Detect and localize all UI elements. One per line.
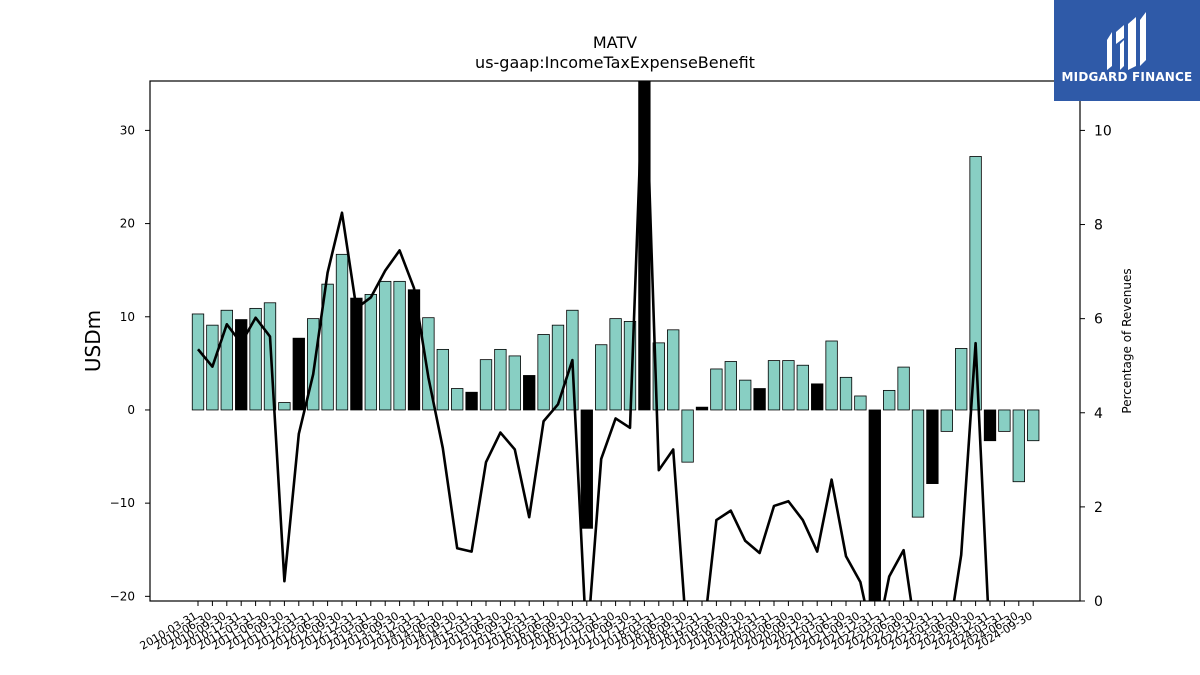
revenue-pct-line	[196, 81, 990, 601]
bar-2022-12-31	[926, 409, 939, 484]
y2-tick-label: 2	[1094, 500, 1103, 516]
bar-2012-06-30	[321, 283, 334, 411]
bar-2010-09-30	[220, 309, 233, 411]
bar-2011-12-31	[292, 337, 305, 411]
bar-2021-06-30	[839, 376, 853, 411]
bar-2023-03-31	[940, 409, 953, 432]
bar-2011-03-31	[249, 307, 262, 411]
y-tick-label: 0	[127, 403, 135, 417]
bar-2022-06-30	[897, 366, 910, 411]
bar-2018-06-30	[667, 329, 680, 411]
bar-2014-12-31	[465, 391, 478, 411]
bar-2018-09-30	[681, 409, 694, 463]
bar-2022-09-30	[911, 409, 925, 518]
bar-2020-03-31	[767, 360, 781, 411]
chart-subtitle: us-gaap:IncomeTaxExpenseBenefit	[475, 53, 755, 72]
bar-2024-03-31	[998, 409, 1011, 432]
bar-2019-06-30	[724, 361, 737, 411]
bar-2016-03-31	[537, 334, 550, 411]
bar-2023-12-31	[983, 409, 997, 442]
bar-2021-12-31	[868, 409, 881, 601]
bar-2020-06-30	[782, 360, 795, 411]
bar-2018-03-31	[652, 342, 665, 411]
bar-2013-03-31	[364, 294, 377, 411]
bar-2010-03-31	[191, 313, 205, 411]
bar-2024-09-30	[1027, 409, 1040, 442]
y2-tick-label: 6	[1094, 312, 1103, 328]
bar-2012-12-31	[350, 297, 363, 411]
logo-text: MIDGARD FINANCE	[1061, 70, 1193, 84]
bar-2015-06-30	[494, 348, 507, 411]
chart-title: MATV	[592, 33, 638, 52]
bar-2017-06-30	[609, 318, 622, 411]
bar-2023-09-30	[969, 156, 982, 411]
bar-2023-06-30	[955, 348, 968, 411]
y-tick-label: −10	[110, 496, 135, 510]
y-tick-label: 10	[120, 310, 135, 324]
bar-2013-06-30	[379, 280, 392, 411]
bar-2020-09-30	[796, 364, 809, 411]
bar-2019-09-30	[739, 379, 752, 411]
midgard-finance-logo: MIDGARD FINANCE	[1054, 0, 1200, 101]
midgard-logo-icon	[1107, 12, 1146, 70]
bar-2014-03-31	[422, 317, 435, 411]
bar-2012-03-31	[307, 318, 320, 411]
bar-2013-09-30	[393, 280, 406, 411]
y2-axis-label: Percentage of Revenues	[1120, 268, 1134, 413]
bar-2020-12-31	[811, 383, 824, 411]
bar-2015-12-31	[523, 375, 536, 411]
y-axis-label: USDm	[81, 310, 105, 372]
bar-2010-12-31	[235, 319, 248, 411]
bar-2021-09-30	[854, 395, 867, 411]
y2-tick-label: 10	[1094, 123, 1112, 139]
bar-2011-09-30	[278, 402, 291, 411]
bar-2019-03-31	[710, 368, 723, 411]
y2-tick-label: 8	[1094, 218, 1103, 234]
y-tick-label: 30	[120, 123, 135, 137]
bar-2016-06-30	[551, 324, 565, 411]
bar-2017-03-31	[595, 344, 608, 411]
bar-2014-06-30	[436, 348, 449, 411]
y2-tick-label: 0	[1094, 594, 1103, 610]
bar-2015-09-30	[508, 355, 521, 411]
bar-2024-06-30	[1012, 409, 1025, 483]
plot-frame	[149, 80, 1081, 602]
bar-2021-03-31	[825, 340, 838, 411]
bar-2012-09-30	[335, 253, 349, 411]
bar-2018-12-31	[695, 406, 709, 411]
bar-2014-09-30	[451, 388, 464, 411]
bar-2019-12-31	[753, 388, 766, 411]
y-tick-label: −20	[110, 589, 135, 603]
bar-2015-03-31	[479, 359, 493, 411]
y2-tick-label: 4	[1094, 406, 1103, 422]
bar-2022-03-31	[883, 389, 896, 411]
y-tick-label: 20	[120, 217, 135, 231]
bar-2016-12-31	[580, 409, 593, 529]
